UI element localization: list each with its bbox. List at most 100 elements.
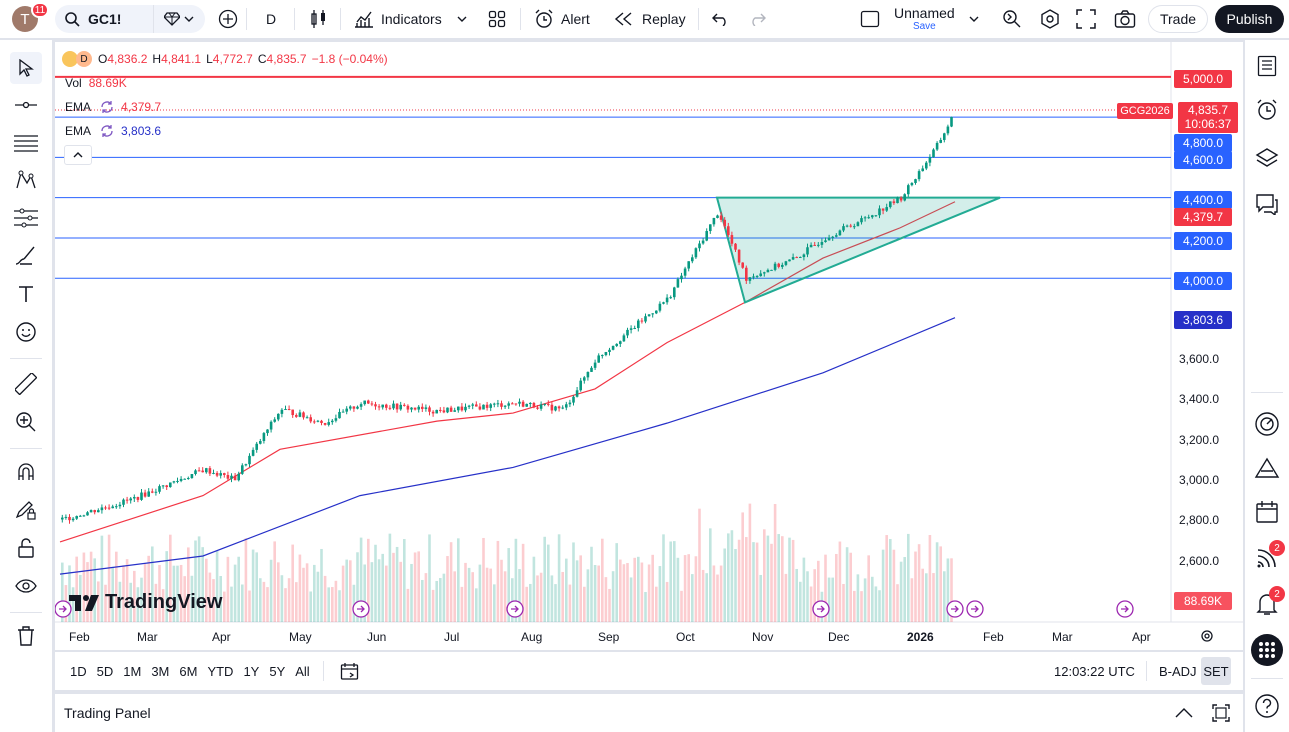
chart-pane[interactable]: D O 4,836.2 H 4,841.1 L 4,772.7 C 4,835.7 −1… xyxy=(55,42,1243,650)
clock[interactable]: 12:03:22 UTC xyxy=(1054,663,1135,679)
trend-line-tool[interactable] xyxy=(10,89,42,121)
interval-button[interactable]: D xyxy=(258,0,284,38)
ema-slow-legend[interactable]: EMA 3,803.6 xyxy=(65,123,161,139)
maximize-panel-button[interactable] xyxy=(1212,704,1230,722)
layouts-button[interactable] xyxy=(480,0,514,38)
data-window-button[interactable] xyxy=(1251,142,1283,174)
volume-bar xyxy=(327,587,330,622)
collapse-panel-button[interactable] xyxy=(1175,708,1193,718)
redo-button[interactable] xyxy=(740,0,774,38)
candle-body xyxy=(928,157,932,163)
hide-tool[interactable] xyxy=(10,570,42,602)
candle-body xyxy=(457,406,460,411)
volume-bar xyxy=(813,569,816,622)
publish-button[interactable]: Publish xyxy=(1215,5,1284,33)
range-button[interactable]: 1Y xyxy=(243,663,260,679)
fullscreen-button[interactable] xyxy=(1068,0,1104,38)
volume-bar xyxy=(277,562,280,622)
candle-body xyxy=(676,279,680,288)
lock-tool[interactable] xyxy=(10,532,42,564)
fib-tool[interactable] xyxy=(10,127,42,159)
products-button[interactable] xyxy=(1251,634,1283,666)
candle-body xyxy=(179,478,183,481)
candle-body xyxy=(867,217,870,219)
magnet-icon xyxy=(18,463,34,480)
price-chart[interactable] xyxy=(55,42,1243,650)
pattern-tool[interactable] xyxy=(10,164,42,196)
remove-tool[interactable] xyxy=(10,620,42,652)
volume-bar xyxy=(565,558,568,622)
text-tool[interactable] xyxy=(10,278,42,310)
candle-body xyxy=(597,355,600,363)
cursor-tool[interactable] xyxy=(10,52,42,84)
range-button[interactable]: 1D xyxy=(70,663,87,679)
volume-bar xyxy=(233,564,237,622)
volume-bar xyxy=(921,568,924,622)
range-button[interactable]: 6M xyxy=(179,663,198,679)
volume-bar xyxy=(421,579,424,622)
news-button[interactable] xyxy=(1251,542,1283,574)
volume-legend[interactable]: Vol 88.69K xyxy=(65,76,127,90)
compare-icon[interactable] xyxy=(164,12,181,26)
lock-drawing-tool[interactable] xyxy=(10,494,42,526)
range-button[interactable]: 5D xyxy=(96,663,114,679)
trading-panel-bar: Trading Panel xyxy=(55,694,1243,732)
range-button[interactable]: 5Y xyxy=(269,663,286,679)
session-toggle[interactable]: SET xyxy=(1201,657,1231,685)
indicators-button[interactable]: Indicators xyxy=(346,0,475,38)
ema-fast-line xyxy=(59,201,956,543)
layout-square-icon xyxy=(860,10,880,28)
badj-toggle[interactable]: B-ADJ xyxy=(1159,663,1197,679)
volume-bar xyxy=(770,543,773,622)
alerts-button[interactable] xyxy=(1251,94,1283,126)
forecast-tool[interactable] xyxy=(10,202,42,234)
settings-button[interactable] xyxy=(1032,0,1068,38)
range-button[interactable]: All xyxy=(295,663,310,679)
quick-search-button[interactable] xyxy=(994,0,1030,38)
date-range-button[interactable] xyxy=(340,662,360,680)
candle-body xyxy=(763,272,766,274)
ema-fast-legend[interactable]: EMA 4,379.7 xyxy=(65,99,161,115)
candle-body xyxy=(349,406,352,409)
magnet-tool[interactable] xyxy=(10,456,42,488)
brush-tool[interactable] xyxy=(10,240,42,272)
watchlist-button[interactable] xyxy=(1251,50,1283,82)
help-button[interactable] xyxy=(1251,690,1283,722)
chart-type-button[interactable] xyxy=(302,0,336,38)
technicals-button[interactable] xyxy=(1251,408,1283,440)
ruler-tool[interactable] xyxy=(10,368,42,400)
range-button[interactable]: YTD xyxy=(207,663,234,679)
chevron-down-icon[interactable] xyxy=(184,14,194,24)
chats-button[interactable] xyxy=(1251,188,1283,220)
symbol-search[interactable]: GC1! xyxy=(55,5,205,33)
forecast-icon xyxy=(14,208,38,228)
trading-panel-tab[interactable]: Trading Panel xyxy=(64,705,151,721)
range-button[interactable]: 1M xyxy=(123,663,142,679)
candle-body xyxy=(194,470,197,475)
volume-bar xyxy=(493,584,496,622)
auto-scale-button[interactable] xyxy=(1200,629,1214,648)
notification-badge: 11 xyxy=(31,2,49,18)
undo-button[interactable] xyxy=(704,0,738,38)
price-axis-label: 3,200.0 xyxy=(1179,433,1220,447)
replay-button[interactable]: Replay xyxy=(606,0,694,38)
bottom-toolbar: 1D 5D 1M 3M 6M YTD 1Y 5Y All 12:03:22 UTC B-ADJ … xyxy=(55,652,1243,690)
emoji-tool[interactable] xyxy=(10,316,42,348)
candle-body xyxy=(701,240,705,244)
calendar-button[interactable] xyxy=(1251,496,1283,528)
time-axis-label: Mar xyxy=(137,630,158,644)
trade-button[interactable]: Trade xyxy=(1148,5,1208,33)
zoom-tool[interactable] xyxy=(10,406,42,438)
notifications-badge: 2 xyxy=(1269,586,1285,602)
layout-menu[interactable]: Unnamed Save xyxy=(852,0,987,38)
add-symbol-button[interactable] xyxy=(210,0,246,38)
candle-body xyxy=(215,472,219,476)
alert-button[interactable]: Alert xyxy=(526,0,598,38)
snapshot-button[interactable] xyxy=(1106,0,1144,38)
candle-body xyxy=(784,261,788,265)
range-button[interactable]: 3M xyxy=(151,663,170,679)
collapse-legend-button[interactable] xyxy=(64,145,92,165)
volume-bar xyxy=(287,578,291,622)
ideas-stream-button[interactable] xyxy=(1251,452,1283,484)
pattern-icon xyxy=(16,170,36,189)
